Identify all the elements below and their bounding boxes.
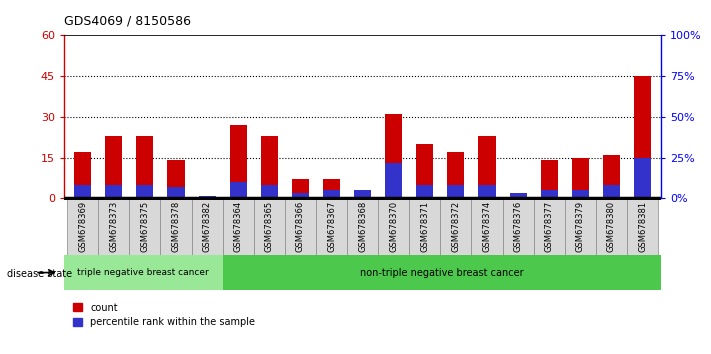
Bar: [603, 185, 620, 198]
Bar: [354, 190, 371, 198]
Bar: [129, 198, 161, 255]
Text: GSM678381: GSM678381: [638, 201, 647, 252]
Bar: [440, 198, 471, 255]
Bar: [565, 198, 596, 255]
Text: GSM678377: GSM678377: [545, 201, 554, 252]
Bar: [479, 185, 496, 198]
Text: GSM678364: GSM678364: [234, 201, 242, 252]
Bar: [479, 136, 496, 198]
Bar: [230, 182, 247, 198]
Bar: [254, 198, 285, 255]
Bar: [347, 198, 378, 255]
Bar: [354, 193, 371, 198]
Text: GDS4069 / 8150586: GDS4069 / 8150586: [64, 14, 191, 27]
Bar: [416, 185, 434, 198]
Text: triple negative breast cancer: triple negative breast cancer: [77, 268, 209, 277]
Text: non-triple negative breast cancer: non-triple negative breast cancer: [360, 268, 524, 278]
Bar: [67, 198, 98, 255]
Bar: [223, 198, 254, 255]
Text: GSM678366: GSM678366: [296, 201, 305, 252]
Bar: [74, 152, 91, 198]
Text: GSM678367: GSM678367: [327, 201, 336, 252]
Bar: [191, 198, 223, 255]
Bar: [292, 193, 309, 198]
Bar: [540, 190, 558, 198]
Bar: [323, 179, 340, 198]
Bar: [74, 185, 91, 198]
Bar: [534, 198, 565, 255]
Bar: [503, 198, 534, 255]
Bar: [167, 187, 185, 198]
Bar: [510, 193, 527, 198]
Bar: [634, 76, 651, 198]
Bar: [410, 198, 440, 255]
Text: GSM678372: GSM678372: [451, 201, 461, 252]
Text: GSM678382: GSM678382: [203, 201, 212, 252]
Bar: [105, 185, 122, 198]
Text: GSM678370: GSM678370: [389, 201, 398, 252]
Bar: [385, 114, 402, 198]
Text: GSM678379: GSM678379: [576, 201, 585, 252]
Bar: [323, 190, 340, 198]
Bar: [471, 198, 503, 255]
Bar: [416, 144, 434, 198]
Bar: [316, 198, 347, 255]
Bar: [603, 155, 620, 198]
Bar: [540, 160, 558, 198]
Bar: [198, 195, 215, 198]
Text: disease state: disease state: [7, 269, 73, 279]
Bar: [230, 125, 247, 198]
Bar: [261, 185, 278, 198]
Bar: [98, 198, 129, 255]
Text: GSM678373: GSM678373: [109, 201, 118, 252]
Bar: [64, 255, 223, 290]
Bar: [285, 198, 316, 255]
Bar: [137, 185, 154, 198]
Bar: [167, 160, 185, 198]
Text: GSM678378: GSM678378: [171, 201, 181, 252]
Text: GSM678376: GSM678376: [513, 201, 523, 252]
Bar: [378, 198, 410, 255]
Text: GSM678365: GSM678365: [264, 201, 274, 252]
Text: GSM678368: GSM678368: [358, 201, 367, 252]
Bar: [447, 152, 464, 198]
Bar: [572, 190, 589, 198]
Bar: [596, 198, 627, 255]
Bar: [634, 158, 651, 198]
Bar: [447, 185, 464, 198]
Text: GSM678380: GSM678380: [607, 201, 616, 252]
Bar: [261, 136, 278, 198]
Legend: count, percentile rank within the sample: count, percentile rank within the sample: [69, 299, 259, 331]
Text: GSM678369: GSM678369: [78, 201, 87, 252]
Bar: [385, 163, 402, 198]
Bar: [223, 255, 661, 290]
Text: GSM678374: GSM678374: [483, 201, 491, 252]
Text: GSM678375: GSM678375: [140, 201, 149, 252]
Bar: [137, 136, 154, 198]
Bar: [627, 198, 658, 255]
Text: GSM678371: GSM678371: [420, 201, 429, 252]
Bar: [292, 179, 309, 198]
Bar: [105, 136, 122, 198]
Bar: [572, 158, 589, 198]
Bar: [510, 193, 527, 198]
Bar: [161, 198, 191, 255]
